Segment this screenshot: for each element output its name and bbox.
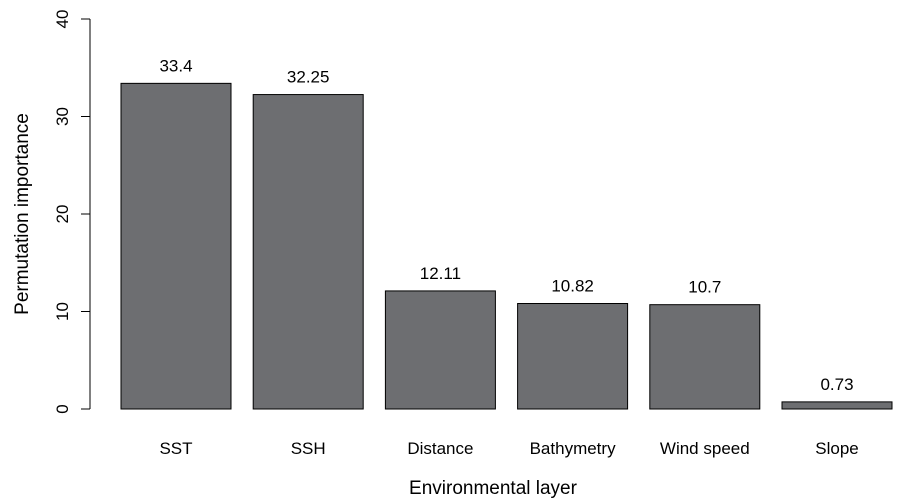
- x-tick-label: Wind speed: [660, 439, 750, 458]
- y-axis-title: Permutation importance: [12, 113, 33, 315]
- x-tick-label: SST: [159, 439, 192, 458]
- bar-value-label: 12.11: [420, 264, 461, 283]
- bar: [120, 82, 232, 410]
- bar-value-label: 10.7: [688, 278, 721, 297]
- y-tick-label: 20: [53, 205, 72, 224]
- x-tick-label: Slope: [815, 439, 858, 458]
- bar-value-label: 10.82: [551, 277, 594, 296]
- bar-value-label: 0.73: [820, 375, 853, 394]
- x-tick-labels: SST SSH Distance Bathymetry Wind speed Slope: [159, 439, 858, 458]
- bar-value-label: 32.25: [287, 68, 330, 87]
- y-tick-label: 40: [53, 10, 72, 29]
- bar: [517, 303, 629, 410]
- y-tick-label: 10: [53, 302, 72, 321]
- bar: [384, 290, 496, 410]
- y-axis: 0 10 20 30 40: [53, 10, 91, 414]
- y-tick-label: 30: [53, 107, 72, 126]
- bars-group: 33.4 32.25 12.11 10.82 10.7 0.73: [120, 56, 893, 410]
- x-tick-label: Distance: [407, 439, 473, 458]
- bar: [649, 304, 761, 410]
- bar: [781, 401, 893, 410]
- y-tick-label: 0: [53, 404, 72, 413]
- x-axis-title: Environmental layer: [409, 478, 578, 499]
- bar-value-label: 33.4: [159, 56, 192, 75]
- bar: [252, 94, 364, 410]
- x-tick-label: Bathymetry: [530, 439, 616, 458]
- x-tick-label: SSH: [291, 439, 326, 458]
